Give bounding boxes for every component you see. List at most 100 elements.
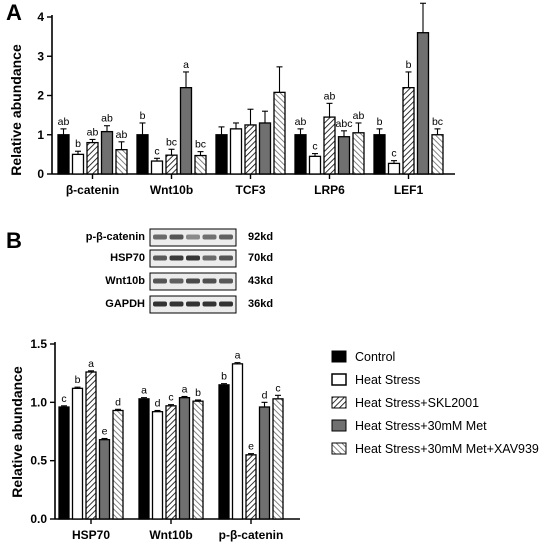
chart-b-bar-p-beta-catenin-heat-stress xyxy=(231,363,244,520)
chart-b-category-label-p-beta-catenin: p-β-catenin xyxy=(219,528,284,542)
chart-a-bar-beta-catenin-control xyxy=(57,134,70,175)
blot-band xyxy=(169,278,184,284)
blot-band xyxy=(202,234,217,240)
chart-a-bar-lrp6-met xyxy=(337,136,351,175)
blot-band xyxy=(186,234,200,240)
panel-b-letter: B xyxy=(6,228,22,253)
chart-a-significance-label: ab xyxy=(116,129,128,141)
legend-label-skl2001: Heat Stress+SKL2001 xyxy=(355,396,479,410)
chart-a-bar-beta-catenin-met xyxy=(100,130,114,175)
blot-band xyxy=(169,255,184,261)
blot-band xyxy=(169,301,184,307)
legend-label-met-xav939: Heat Stress+30mM Met+XAV939 xyxy=(355,442,539,456)
chart-b-bar-wnt10b-met xyxy=(178,397,191,520)
chart-b-bar-hsp70-met xyxy=(98,439,111,520)
chart-b-significance-label: b xyxy=(221,371,227,383)
chart-a-bar-tcf3-skl2001 xyxy=(244,124,257,175)
legend-label-met: Heat Stress+30mM Met xyxy=(355,419,487,433)
chart-b-significance-label: d xyxy=(262,389,268,401)
chart-a-y-axis-title: Relative abundance xyxy=(8,44,24,176)
chart-a-significance-label: b xyxy=(75,138,81,150)
chart-b-bar-hsp70-skl2001 xyxy=(85,371,97,520)
chart-b-significance-label: a xyxy=(235,350,241,362)
chart-a-y-tick-label: 3 xyxy=(37,49,44,63)
chart-a-category-label-lrp6: LRP6 xyxy=(314,183,345,197)
blot-size-43kd: 43kd xyxy=(248,275,273,287)
chart-a-significance-label: ab xyxy=(295,116,307,128)
blot-band xyxy=(186,278,200,284)
blot-band xyxy=(219,301,233,307)
chart-b-category-label-hsp70: HSP70 xyxy=(72,528,110,542)
chart-a-bar-beta-catenin-met-xav939 xyxy=(115,149,128,175)
chart-a-significance-label: c xyxy=(154,145,159,157)
legend-swatch-met xyxy=(331,419,347,432)
chart-a-y-tick-label: 1 xyxy=(37,128,44,142)
blot-band xyxy=(169,234,184,240)
blot-label-hsp70: HSP70 xyxy=(110,252,145,264)
chart-b-bar-hsp70-control xyxy=(58,406,70,520)
blot-band xyxy=(219,234,233,240)
chart-a-significance-label: ab xyxy=(87,126,99,138)
chart-a-significance-label: a xyxy=(183,59,189,71)
blot-size-92kd: 92kd xyxy=(248,231,273,243)
chart-b-significance-label: e xyxy=(102,426,108,438)
chart-a-category-label-tcf3: TCF3 xyxy=(236,183,266,197)
chart-a-significance-label: a xyxy=(420,0,426,2)
chart-a-significance-label: ab xyxy=(353,110,365,122)
blot-size-36kd: 36kd xyxy=(248,298,273,310)
chart-a-bar-lrp6-skl2001 xyxy=(323,116,336,175)
chart-b-significance-label: c xyxy=(275,382,280,394)
chart-a-bar-beta-catenin-heat-stress xyxy=(71,153,85,175)
blot-label-p-beta-catenin: p-β-catenin xyxy=(86,231,146,243)
blot-band xyxy=(153,301,167,307)
chart-b-bar-wnt10b-heat-stress xyxy=(151,411,164,520)
chart-a-significance-label: bc xyxy=(166,136,177,148)
legend-swatch-control xyxy=(331,350,347,363)
chart-b-significance-label: b xyxy=(75,374,81,386)
blot-band xyxy=(202,301,217,307)
legend-swatch-skl2001 xyxy=(331,396,347,409)
chart-b-y-tick-label: 1.5 xyxy=(30,337,47,351)
chart-a-bar-wnt10b-control xyxy=(136,134,149,175)
chart-b-bar-p-beta-catenin-met-xav939 xyxy=(272,398,284,520)
chart-b-bar-wnt10b-skl2001 xyxy=(165,405,177,520)
chart-a-bar-tcf3-met xyxy=(258,122,272,175)
chart-b-bar-wnt10b-met-xav939 xyxy=(192,400,204,520)
legend-label-control: Control xyxy=(355,350,395,364)
chart-a-bar-lrp6-met-xav939 xyxy=(352,132,365,175)
chart-a-significance-label: ab xyxy=(101,113,113,125)
blot-band xyxy=(219,278,233,284)
blot-band xyxy=(202,255,217,261)
chart-b-significance-label: b xyxy=(195,387,201,399)
chart-a-significance-label: b xyxy=(406,59,412,71)
chart-a-bar-lrp6-control xyxy=(294,134,307,175)
panel-a-letter: A xyxy=(6,0,22,25)
chart-b-bar-p-beta-catenin-skl2001 xyxy=(245,454,257,520)
chart-b-significance-label: d xyxy=(155,398,161,410)
chart-a-bar-wnt10b-met xyxy=(179,87,193,175)
chart-a-y-tick-label: 2 xyxy=(37,89,44,103)
chart-a-bar-lef1-heat-stress xyxy=(387,162,401,175)
chart-a-significance-label: abc xyxy=(336,118,353,130)
legend: Control Heat Stress Heat Stress+SKL2001 … xyxy=(331,350,539,456)
chart-a-category-label-beta-catenin: β-catenin xyxy=(66,183,119,197)
chart-a-bar-tcf3-heat-stress xyxy=(229,128,243,175)
chart-b-y-axis-title: Relative abundance xyxy=(9,366,25,498)
chart-a-bar-beta-catenin-skl2001 xyxy=(86,141,99,175)
chart-a-significance-label: bc xyxy=(195,139,206,151)
chart-a-category-label-wnt10b: Wnt10b xyxy=(150,183,193,197)
western-blot: p-β-catenin HSP70 Wnt10b GAPDH 92kd 70kd… xyxy=(86,228,273,314)
chart-a-significance-label: ab xyxy=(324,90,336,102)
chart-a-bar-lrp6-heat-stress xyxy=(308,155,322,175)
chart-b-y-tick-label: 0.0 xyxy=(30,512,47,526)
blot-band xyxy=(153,278,167,284)
chart-b-y-tick-label: 0.5 xyxy=(30,454,47,468)
chart-a-bar-wnt10b-heat-stress xyxy=(150,160,164,175)
chart-a-bar-lef1-skl2001 xyxy=(402,87,415,175)
chart-a-bar-lef1-control xyxy=(373,134,386,175)
chart-a-significance-label: b xyxy=(140,110,146,122)
legend-swatch-met-xav939 xyxy=(331,442,347,455)
blot-label-gapdh: GAPDH xyxy=(105,298,145,310)
chart-b-bar-hsp70-heat-stress xyxy=(71,387,84,520)
chart-b-significance-label: c xyxy=(61,393,66,405)
